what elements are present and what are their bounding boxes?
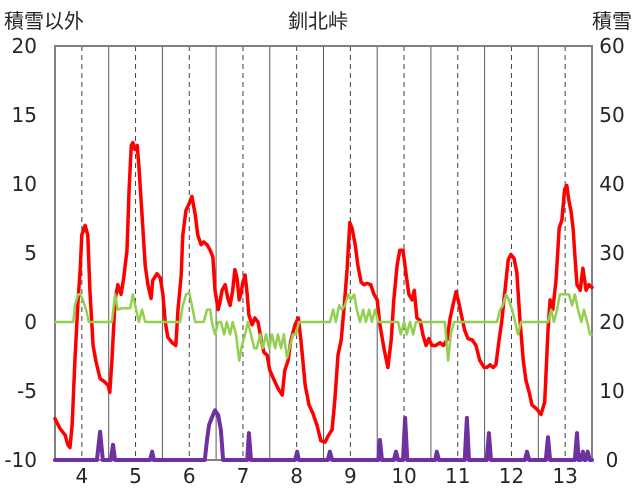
left-axis-ticks: 20 15 10 5 0 -5 -10 <box>4 34 37 472</box>
x-tick-label: 10 <box>391 464 416 488</box>
x-tick-label: 5 <box>129 464 142 488</box>
left-tick-label: 5 <box>24 241 37 265</box>
right-axis-label: 積雪 <box>592 9 632 33</box>
right-tick-label: 20 <box>599 310 624 334</box>
x-axis-ticks: 4 5 6 7 8 9 10 11 12 13 <box>75 464 577 488</box>
left-tick-label: 15 <box>12 103 37 127</box>
left-tick-label: 0 <box>24 310 37 334</box>
right-axis-ticks: 60 50 40 30 20 10 0 <box>599 34 624 472</box>
x-tick-label: 9 <box>344 464 357 488</box>
left-series-line-1 <box>53 140 594 450</box>
right-tick-label: 0 <box>606 448 619 472</box>
left-series-line-2 <box>53 291 594 362</box>
x-tick-label: 7 <box>237 464 250 488</box>
x-tick-label: 6 <box>183 464 196 488</box>
right-tick-label: 40 <box>599 172 624 196</box>
right-tick-label: 10 <box>599 379 624 403</box>
left-axis-label: 積雪以外 <box>4 9 84 33</box>
right-tick-label: 60 <box>599 34 624 58</box>
x-tick-label: 4 <box>75 464 88 488</box>
right-tick-label: 50 <box>599 103 624 127</box>
right-tick-label: 30 <box>599 241 624 265</box>
left-tick-label: -5 <box>17 379 37 403</box>
x-tick-label: 13 <box>552 464 577 488</box>
x-tick-label: 12 <box>499 464 524 488</box>
series-group <box>53 140 594 462</box>
chart-title: 釧北峠 <box>288 9 348 33</box>
left-tick-label: -10 <box>4 448 37 472</box>
x-tick-label: 8 <box>290 464 303 488</box>
right-series-line-1 <box>53 408 594 462</box>
x-tick-label: 11 <box>445 464 470 488</box>
left-tick-label: 20 <box>12 34 37 58</box>
left-tick-label: 10 <box>12 172 37 196</box>
